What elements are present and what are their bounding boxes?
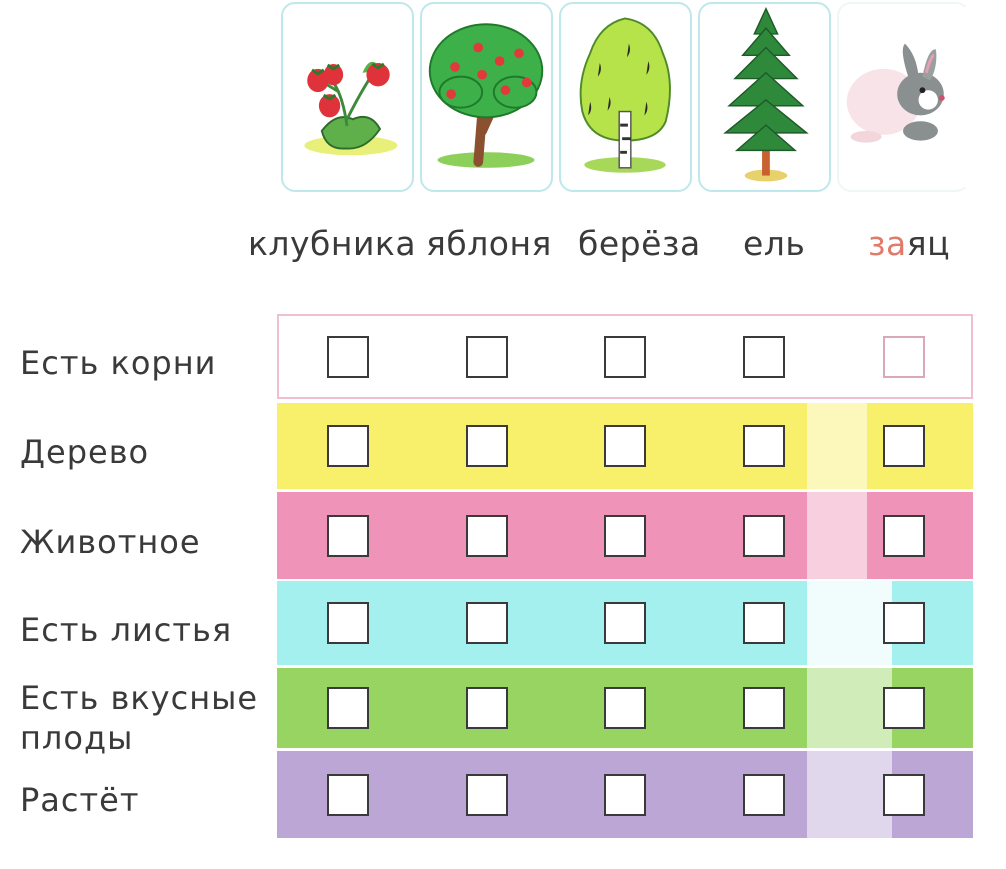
answer-checkbox[interactable] (604, 602, 646, 644)
row-label-tree: Дерево (20, 433, 150, 471)
answer-checkbox[interactable] (743, 602, 785, 644)
caption-strawberry: клубника (248, 224, 417, 263)
caption-birch: берёза (578, 224, 701, 263)
answer-checkbox[interactable] (466, 425, 508, 467)
answer-checkbox[interactable] (883, 425, 925, 467)
answer-checkbox[interactable] (466, 687, 508, 729)
card-birch (559, 2, 692, 192)
card-hare (837, 2, 970, 192)
answer-checkbox[interactable] (883, 515, 925, 557)
caption-apple-tree: яблоня (426, 224, 552, 263)
answer-checkbox[interactable] (466, 602, 508, 644)
answer-checkbox[interactable] (327, 774, 369, 816)
answer-checkbox[interactable] (883, 336, 925, 378)
answer-checkbox[interactable] (327, 425, 369, 467)
answer-checkbox[interactable] (604, 774, 646, 816)
faded-strip (807, 668, 892, 748)
answer-table (277, 314, 973, 838)
faded-strip (807, 581, 892, 665)
row-label-roots: Есть корни (20, 344, 217, 382)
row-label-leaves: Есть листья (20, 611, 233, 649)
answer-checkbox[interactable] (604, 425, 646, 467)
card-apple-tree (420, 2, 553, 192)
answer-checkbox[interactable] (327, 336, 369, 378)
answer-checkbox[interactable] (327, 515, 369, 557)
faded-strip (807, 403, 867, 489)
answer-checkbox[interactable] (883, 687, 925, 729)
answer-checkbox[interactable] (604, 515, 646, 557)
apple-tree-icon (428, 23, 544, 168)
caption-spruce: ель (743, 224, 806, 263)
answer-checkbox[interactable] (466, 774, 508, 816)
answer-checkbox[interactable] (743, 774, 785, 816)
birch-tree-icon (579, 17, 671, 173)
faded-strip (807, 492, 867, 579)
row-label-animal: Животное (20, 523, 201, 561)
answer-checkbox[interactable] (327, 602, 369, 644)
row-label-grows: Растёт (20, 781, 140, 819)
answer-checkbox[interactable] (883, 602, 925, 644)
answer-checkbox[interactable] (466, 515, 508, 557)
answer-checkbox[interactable] (327, 687, 369, 729)
row-label-fruits-line2: плоды (20, 719, 134, 757)
answer-checkbox[interactable] (466, 336, 508, 378)
caption-hare: заяц (868, 224, 950, 263)
answer-checkbox[interactable] (883, 774, 925, 816)
spruce-tree-icon (723, 7, 809, 182)
caption-hare-accent: за (868, 224, 907, 263)
answer-checkbox[interactable] (743, 515, 785, 557)
answer-checkbox[interactable] (743, 425, 785, 467)
answer-checkbox[interactable] (743, 336, 785, 378)
card-strawberry (281, 2, 414, 192)
hare-icon (846, 43, 945, 143)
card-spruce (698, 2, 831, 192)
faded-strip (807, 751, 892, 838)
caption-hare-rest: яц (906, 224, 951, 263)
answer-checkbox[interactable] (743, 687, 785, 729)
row-label-fruits-line1: Есть вкусные (20, 679, 259, 717)
strawberry-icon (304, 61, 398, 156)
answer-checkbox[interactable] (604, 336, 646, 378)
answer-checkbox[interactable] (604, 687, 646, 729)
